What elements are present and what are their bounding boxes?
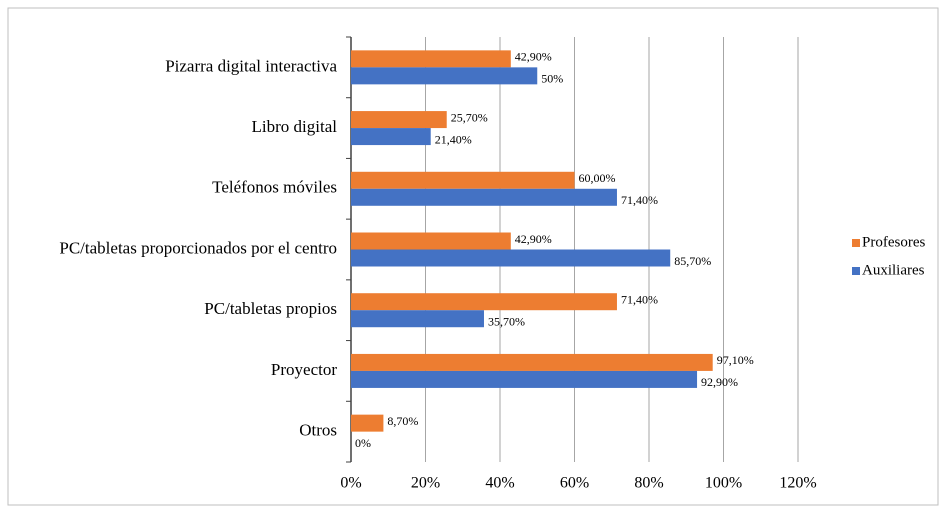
- x-tick-label: 60%: [560, 475, 589, 492]
- value-label: 0%: [355, 436, 371, 450]
- x-tick-label: 0%: [340, 475, 361, 492]
- x-tick-label: 40%: [485, 475, 514, 492]
- bar: [351, 353, 713, 371]
- x-tick-label: 20%: [411, 475, 440, 492]
- x-tick-label: 80%: [634, 475, 663, 492]
- y-tick-label: Pizarra digital interactiva: [165, 56, 337, 75]
- bar: [351, 310, 484, 328]
- y-tick-label: Otros: [299, 421, 337, 440]
- legend-swatch: [852, 239, 860, 247]
- value-label: 42,90%: [515, 50, 552, 64]
- value-label: 71,40%: [621, 193, 658, 207]
- y-tick-label: PC/tabletas proporcionados por el centro: [59, 238, 337, 257]
- legend-label: Auxiliares: [862, 262, 925, 278]
- bar: [351, 232, 511, 250]
- value-label: 92,90%: [701, 375, 738, 389]
- value-label: 8,70%: [387, 414, 418, 428]
- legend-label: Profesores: [862, 234, 925, 250]
- value-label: 85,70%: [674, 254, 711, 268]
- value-label: 25,70%: [451, 110, 488, 124]
- bar: [351, 414, 384, 432]
- value-label: 21,40%: [435, 132, 472, 146]
- value-label: 60,00%: [579, 171, 616, 185]
- y-tick-label: Libro digital: [252, 117, 338, 136]
- bar: [351, 50, 511, 68]
- bar: [351, 188, 617, 206]
- value-label: 71,40%: [621, 292, 658, 306]
- bar: [351, 111, 447, 129]
- bar: [351, 67, 538, 85]
- value-label: 42,90%: [515, 232, 552, 246]
- x-tick-label: 100%: [705, 475, 742, 492]
- legend-swatch: [852, 267, 860, 275]
- chart-border: [7, 7, 939, 506]
- bar: [351, 249, 671, 267]
- x-tick-label: 120%: [779, 475, 816, 492]
- bar: [351, 128, 431, 146]
- value-label: 35,70%: [488, 314, 525, 328]
- bar: [351, 293, 617, 311]
- value-label: 50%: [541, 72, 563, 86]
- y-tick-label: Proyector: [271, 360, 337, 379]
- bar: [351, 370, 698, 388]
- y-tick-label: Teléfonos móviles: [212, 178, 337, 197]
- y-tick-label: PC/tabletas propios: [204, 299, 337, 318]
- value-label: 97,10%: [717, 353, 754, 367]
- bar: [351, 171, 575, 189]
